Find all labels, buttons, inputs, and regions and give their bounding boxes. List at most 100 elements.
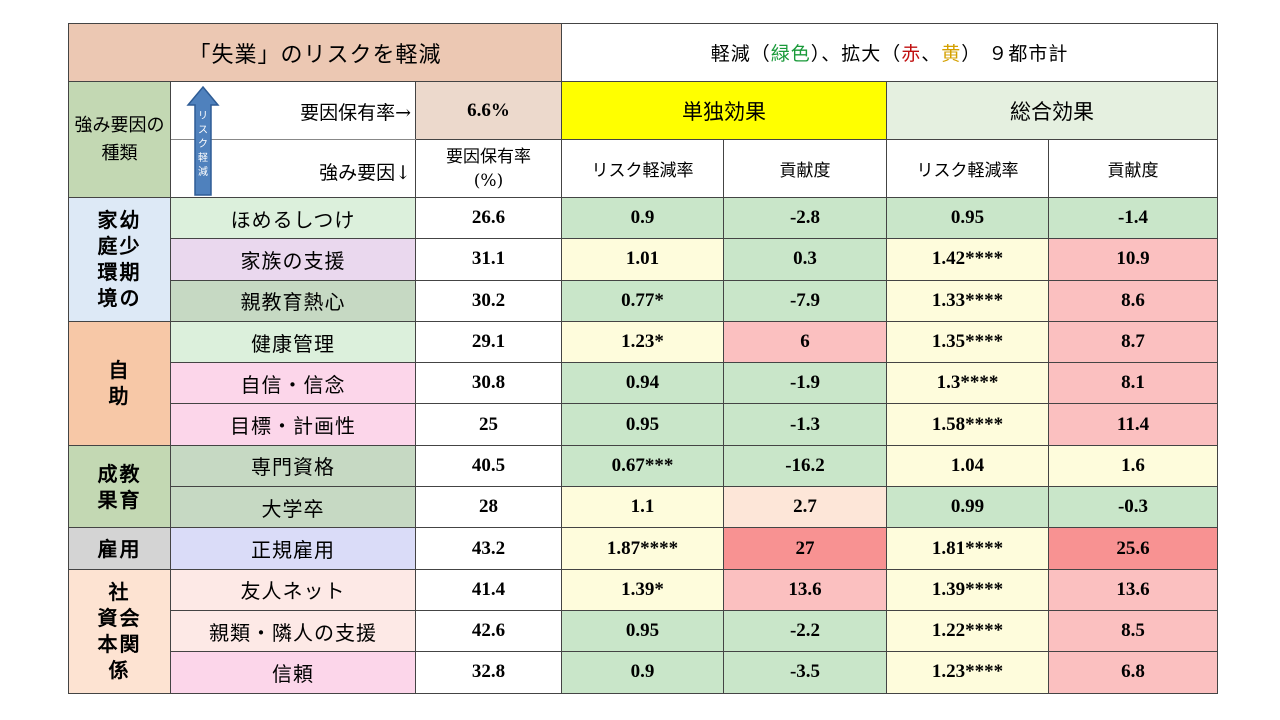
single-risk-rate: 0.9 — [561, 196, 724, 240]
single-contribution: 2.7 — [723, 486, 887, 529]
total-contribution-header: 貢献度 — [1047, 139, 1219, 198]
single-contribution: -1.3 — [723, 403, 887, 446]
legend-red: 赤 — [901, 43, 922, 65]
total-contribution: 6.8 — [1047, 651, 1219, 694]
single-contribution: 13.6 — [723, 568, 887, 611]
factor-name: 友人ネット — [170, 568, 416, 611]
possession-value: 6.6% — [415, 81, 562, 140]
total-risk-rate: 1.3**** — [886, 362, 1049, 405]
total-contribution: -1.4 — [1047, 196, 1219, 240]
possession-rate: 42.6 — [415, 609, 562, 653]
single-contribution: -3.5 — [723, 651, 887, 694]
total-risk-header: リスク軽減率 — [886, 139, 1049, 198]
single-contribution: 27 — [723, 527, 887, 570]
possession-rate: 30.2 — [415, 279, 562, 322]
single-contribution: -7.9 — [723, 279, 887, 322]
possession-rate: 25 — [415, 403, 562, 446]
possession-rate: 31.1 — [415, 238, 562, 281]
single-risk-rate: 0.9 — [561, 651, 724, 694]
possession-rate: 30.8 — [415, 362, 562, 405]
factor-name: 親類・隣人の支援 — [170, 609, 416, 653]
possession-rate: 32.8 — [415, 651, 562, 694]
total-risk-rate: 1.42**** — [886, 238, 1049, 281]
possession-label: 要因保有率→ — [300, 102, 411, 124]
total-risk-rate: 0.99 — [886, 486, 1049, 529]
risk-table: 「失業」のリスクを軽減 軽減（緑色）、拡大（赤、黄） ９都市計 強み要因の種類 … — [68, 23, 1219, 694]
single-risk-header: リスク軽減率 — [561, 139, 724, 198]
single-contribution: -1.9 — [723, 362, 887, 405]
single-risk-rate: 0.95 — [561, 609, 724, 653]
total-risk-rate: 1.81**** — [886, 527, 1049, 570]
table-row: 自 助健康管理 29.1 1.23* 6 1.35**** 8.7 — [68, 320, 1219, 446]
single-contribution: -2.8 — [723, 196, 887, 240]
single-contribution: 6 — [723, 320, 887, 364]
factor-name: 専門資格 — [170, 444, 416, 488]
single-risk-rate: 0.67*** — [561, 444, 724, 488]
single-contribution-header: 貢献度 — [723, 139, 887, 198]
factor-name: ほめるしつけ — [170, 196, 416, 240]
category-group: 雇用 — [68, 527, 171, 570]
table-row: 親教育熱心 30.2 0.77* -7.9 1.33**** 8.6 — [69, 279, 1219, 322]
table-row: 家幼 庭少 環期 境の ほめるしつけ 26.6 0.9 -2.8 0.95 -1.4 — [68, 196, 1219, 322]
total-contribution: 8.6 — [1047, 279, 1219, 322]
possession-rate: 29.1 — [415, 320, 562, 364]
rate-header: 要因保有率(%) — [415, 139, 562, 198]
total-contribution: 10.9 — [1047, 238, 1219, 281]
color-legend: 軽減（緑色）、拡大（赤、黄） ９都市計 — [560, 23, 1219, 82]
factor-name: 目標・計画性 — [170, 403, 416, 446]
table-row: 目標・計画性 25 0.95 -1.3 1.58**** 11.4 — [69, 403, 1219, 446]
table-row: 成教 果育 専門資格 40.5 0.67*** -16.2 1.04 1.6 — [68, 444, 1219, 529]
factor-name: 健康管理 — [170, 320, 416, 364]
single-contribution: -16.2 — [723, 444, 887, 488]
table-row: 社 資会 本関 係友人ネット 41.4 1.39* 13.6 1.39**** 13.6 — [68, 568, 1219, 694]
total-contribution: 8.7 — [1047, 320, 1219, 364]
factor-name: 大学卒 — [170, 486, 416, 529]
total-risk-rate: 1.22**** — [886, 609, 1049, 653]
single-risk-rate: 1.39* — [561, 568, 724, 611]
table-title: 「失業」のリスクを軽減 — [68, 23, 562, 82]
factor-name: 家族の支援 — [170, 238, 416, 281]
total-risk-rate: 1.58**** — [886, 403, 1049, 446]
single-risk-rate: 0.95 — [561, 403, 724, 446]
total-contribution: 8.1 — [1047, 362, 1219, 405]
legend-green: 緑色 — [770, 43, 811, 65]
category-header: 強み要因の種類 — [68, 81, 171, 198]
total-contribution: 13.6 — [1047, 568, 1219, 611]
table-row: 大学卒 28 1.1 2.7 0.99 -0.3 — [69, 486, 1219, 529]
single-risk-rate: 1.1 — [561, 486, 724, 529]
table-row: 自信・信念 30.8 0.94 -1.9 1.3**** 8.1 — [69, 362, 1219, 405]
total-contribution: -0.3 — [1047, 486, 1219, 529]
possession-rate: 26.6 — [415, 196, 562, 240]
total-contribution: 25.6 — [1047, 527, 1219, 570]
total-risk-rate: 1.33**** — [886, 279, 1049, 322]
factor-label: 強み要因↓ — [319, 162, 411, 184]
single-risk-rate: 0.77* — [561, 279, 724, 322]
table-row: 雇用 正規雇用 43.2 1.87**** 27 1.81**** 25.6 — [68, 527, 1219, 570]
total-risk-rate: 1.35**** — [886, 320, 1049, 364]
factor-name: 親教育熱心 — [170, 279, 416, 322]
total-risk-rate: 1.23**** — [886, 651, 1049, 694]
legend-yellow: 黄 — [941, 43, 962, 65]
single-risk-rate: 1.01 — [561, 238, 724, 281]
factor-name: 信頼 — [170, 651, 416, 694]
single-effect-header: 単独効果 — [561, 81, 887, 140]
single-contribution: -2.2 — [723, 609, 887, 653]
possession-rate: 41.4 — [415, 568, 562, 611]
total-effect-header: 総合効果 — [885, 81, 1219, 140]
category-group: 家幼 庭少 環期 境の — [68, 197, 171, 322]
factor-name: 自信・信念 — [170, 362, 416, 405]
total-risk-rate: 0.95 — [886, 196, 1049, 240]
category-group: 自 助 — [68, 320, 171, 446]
single-risk-rate: 1.23* — [561, 320, 724, 364]
single-contribution: 0.3 — [723, 238, 887, 281]
total-contribution: 8.5 — [1047, 609, 1219, 653]
possession-rate: 28 — [415, 486, 562, 529]
total-contribution: 11.4 — [1047, 403, 1219, 446]
total-risk-rate: 1.04 — [886, 444, 1049, 488]
total-risk-rate: 1.39**** — [886, 568, 1049, 611]
possession-rate: 43.2 — [415, 527, 562, 570]
single-risk-rate: 1.87**** — [561, 527, 724, 570]
possession-rate: 40.5 — [415, 444, 562, 488]
single-risk-rate: 0.94 — [561, 362, 724, 405]
total-contribution: 1.6 — [1047, 444, 1219, 488]
